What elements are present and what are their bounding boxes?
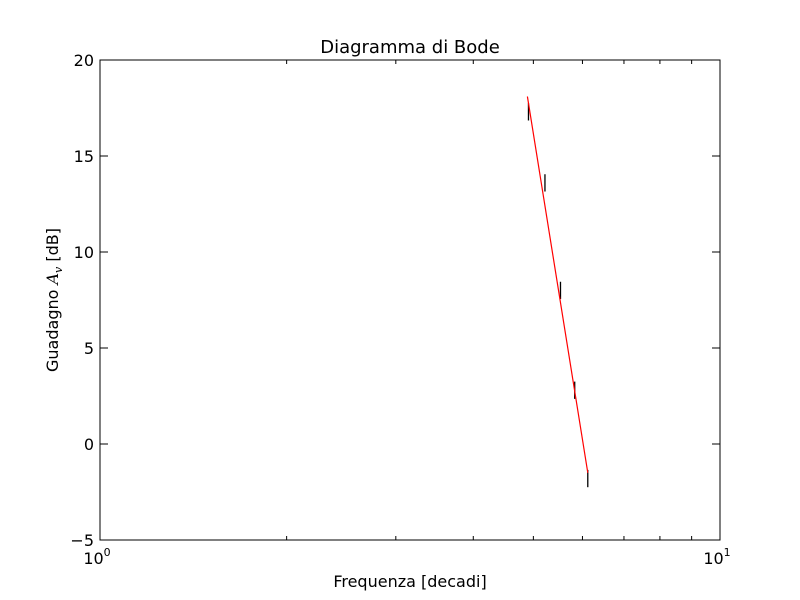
- y-tick-label: 0: [84, 435, 94, 454]
- fit-line: [526, 96, 589, 473]
- plot-marks: [526, 96, 589, 488]
- x-tick-label-base: 10: [83, 549, 103, 568]
- x-tick-label: 100: [83, 546, 110, 568]
- y-tick-label: 15: [74, 147, 94, 166]
- y-axis-label-subscript: v: [52, 266, 65, 273]
- chart-title: Diagramma di Bode: [320, 37, 500, 58]
- x-axis-label: Frequenza [decadi]: [333, 572, 486, 591]
- y-axis-label-suffix: [dB]: [43, 228, 62, 267]
- y-tick-label: 20: [74, 51, 94, 70]
- y-tick-label: 5: [84, 339, 94, 358]
- y-tick-label: 10: [74, 243, 94, 262]
- y-axis-label-prefix: Guadagno: [43, 285, 62, 372]
- x-tick-label-exponent: 1: [724, 546, 731, 559]
- y-tick-label: −5: [70, 531, 94, 550]
- plot-frame: [99, 59, 721, 541]
- x-tick-label: 101: [703, 546, 730, 568]
- y-axis-label-symbol: A: [43, 273, 62, 287]
- y-axis-label: Guadagno Av [dB]: [43, 228, 65, 372]
- x-tick-label-exponent: 0: [104, 546, 111, 559]
- x-tick-label-base: 10: [703, 549, 723, 568]
